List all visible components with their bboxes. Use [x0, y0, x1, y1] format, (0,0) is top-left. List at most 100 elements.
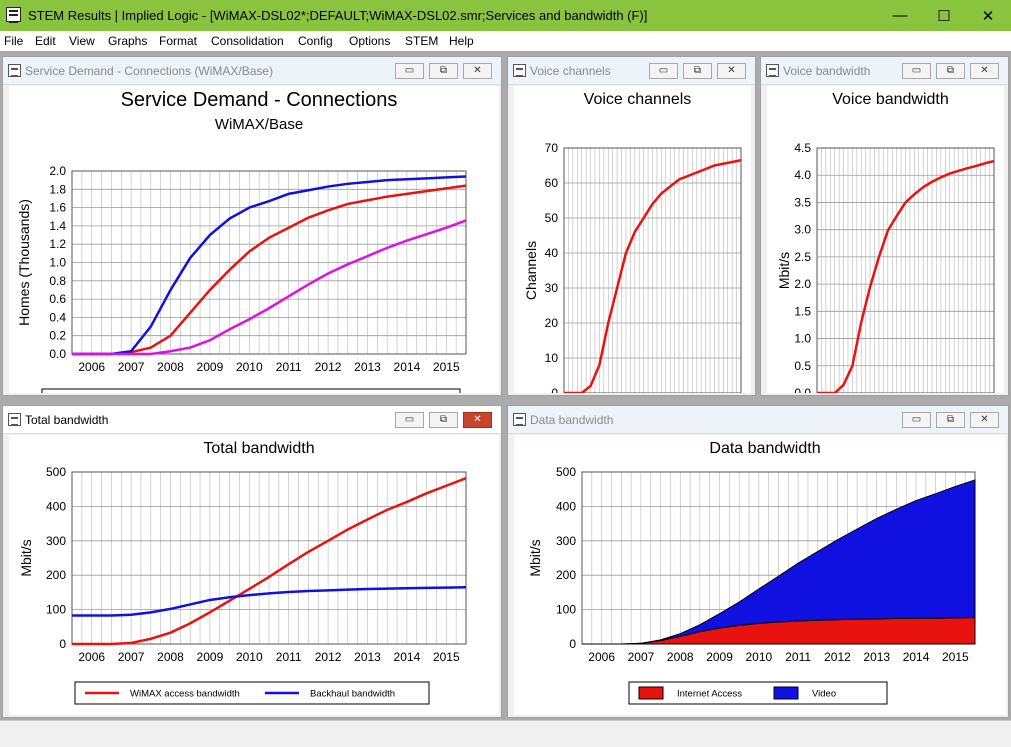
y-tick-label: 1.4	[49, 219, 66, 233]
y-axis-label: Channels	[523, 241, 539, 300]
y-tick-label: 1.6	[49, 201, 66, 215]
child-window-data-bandwidth[interactable]: Data bandwidth ▭ ⧉ ✕ Data bandwidth 0 100 2…	[507, 405, 1009, 718]
data-bandwidth-chart: Data bandwidth 0 100 200 300 400 500 2006 2007 20…	[527, 440, 976, 705]
y-tick-label: 2.0	[49, 164, 66, 178]
y-tick-label: 300	[556, 534, 576, 548]
child-window-service-demand[interactable]: Service Demand - Connections (WiMAX/Base…	[2, 56, 502, 396]
child-close-button[interactable]: ✕	[970, 412, 999, 428]
legend-label: Backhaul bandwidth	[310, 689, 395, 700]
window-title: STEM Results | Implied Logic - [WiMAX-DS…	[28, 8, 648, 23]
graph-icon	[766, 64, 779, 77]
x-tick-label: 2012	[315, 360, 342, 374]
y-tick-label: 200	[46, 568, 66, 582]
child-titlebar[interactable]: Voice channels ▭ ⧉ ✕	[508, 57, 755, 85]
child-close-button[interactable]: ✕	[463, 63, 492, 79]
area-series-video	[582, 479, 976, 645]
child-title: Voice channels	[530, 64, 611, 78]
y-axis-label: Mbit/s	[18, 539, 34, 576]
close-button[interactable]: ✕	[981, 7, 995, 25]
minimize-button[interactable]: —	[892, 7, 908, 24]
x-tick-label: 2008	[157, 650, 184, 664]
line-series-video	[72, 219, 467, 356]
menu-stem[interactable]: STEM	[405, 34, 439, 48]
graph-icon	[513, 64, 526, 77]
x-tick-label: 2014	[903, 650, 930, 664]
x-tick-label: 2006	[588, 650, 615, 664]
chart-title: Service Demand - Connections	[121, 89, 398, 111]
chart-area: Service Demand - Connections WiMAX/Base 0.…	[9, 86, 499, 393]
legend-swatch	[638, 686, 664, 700]
y-tick-label: 0.0	[794, 386, 811, 393]
child-minimize-button[interactable]: ▭	[395, 412, 424, 428]
chart-area: Voice bandwidth 0.0 0.5 1.0 1.5 2.0 2.5 3.0 3.5 4…	[767, 86, 1004, 393]
maximize-button[interactable]: ☐	[937, 7, 951, 25]
child-titlebar[interactable]: Voice bandwidth ▭ ⧉ ✕	[761, 57, 1008, 85]
legend-label: Internet Access	[677, 689, 742, 700]
child-restore-button[interactable]: ⧉	[429, 63, 458, 79]
menu-consolidation[interactable]: Consolidation	[211, 34, 284, 48]
child-window-total-bandwidth[interactable]: Total bandwidth ▭ ⧉ ✕ Total bandwidth 0 10…	[2, 405, 502, 718]
chart-title: Total bandwidth	[203, 440, 314, 457]
y-tick-label: 0.6	[49, 292, 66, 306]
graph-icon	[8, 413, 21, 426]
line-series-wimax-access-bandwidth	[72, 477, 467, 646]
y-tick-label: 1.0	[794, 332, 811, 346]
gridlines	[71, 170, 467, 355]
child-minimize-button[interactable]: ▭	[395, 63, 424, 79]
line-series-voice	[72, 184, 467, 356]
x-tick-label: 2015	[942, 650, 969, 664]
child-close-button[interactable]: ✕	[717, 63, 746, 79]
x-tick-label: 2014	[394, 360, 421, 374]
menu-options[interactable]: Options	[349, 34, 391, 48]
child-restore-button[interactable]: ⧉	[936, 63, 965, 79]
chart-area: Data bandwidth 0 100 200 300 400 500 2006 2007 20…	[514, 435, 1006, 715]
y-tick-label: 400	[46, 499, 66, 513]
menu-view[interactable]: View	[69, 34, 95, 48]
child-titlebar[interactable]: Total bandwidth ▭ ⧉ ✕	[3, 406, 501, 434]
y-tick-label: 1.5	[794, 304, 811, 318]
y-tick-label: 1.2	[49, 237, 66, 251]
child-titlebar[interactable]: Service Demand - Connections (WiMAX/Base…	[3, 57, 501, 85]
chart-title: Voice channels	[584, 91, 692, 108]
child-close-button[interactable]: ✕	[463, 412, 492, 428]
x-tick-label: 2006	[78, 650, 105, 664]
chart-subtitle: WiMAX/Base	[215, 116, 303, 133]
y-tick-label: 3.0	[794, 223, 811, 237]
graph-icon	[513, 413, 526, 426]
x-tick-label: 2007	[628, 650, 655, 664]
y-tick-label: 4.0	[794, 168, 811, 182]
child-restore-button[interactable]: ⧉	[429, 412, 458, 428]
menu-format[interactable]: Format	[159, 34, 198, 48]
menu-bar: File Edit View Graphs Format Consolidati…	[0, 31, 1011, 51]
line-series-backhaul-bandwidth	[72, 585, 467, 617]
child-minimize-button[interactable]: ▭	[902, 63, 931, 79]
menu-file[interactable]: File	[4, 34, 24, 48]
menu-config[interactable]: Config	[298, 34, 333, 48]
child-titlebar[interactable]: Data bandwidth ▭ ⧉ ✕	[508, 406, 1008, 434]
plot-frame	[71, 170, 467, 355]
y-tick-label: 2.0	[794, 277, 811, 291]
child-restore-button[interactable]: ⧉	[683, 63, 712, 79]
y-tick-label: 4.5	[794, 141, 811, 155]
child-window-voice-bandwidth[interactable]: Voice bandwidth ▭ ⧉ ✕ Voice bandwidth 0.0…	[760, 56, 1009, 396]
child-title: Total bandwidth	[25, 413, 109, 427]
menu-edit[interactable]: Edit	[35, 34, 56, 48]
y-tick-label: 2.5	[794, 250, 811, 264]
x-tick-label: 2012	[315, 650, 342, 664]
status-bar	[0, 720, 1011, 747]
menu-help[interactable]: Help	[449, 34, 474, 48]
menu-graphs[interactable]: Graphs	[108, 34, 148, 48]
total-bandwidth-chart: Total bandwidth 0 100 200 300 400 500 2006 2007 2…	[18, 440, 467, 705]
gridlines	[563, 147, 742, 393]
y-tick-label: 0.4	[49, 310, 66, 324]
y-tick-label: 40	[545, 246, 559, 260]
child-minimize-button[interactable]: ▭	[902, 412, 931, 428]
child-restore-button[interactable]: ⧉	[936, 412, 965, 428]
y-tick-label: 70	[545, 141, 559, 155]
child-close-button[interactable]: ✕	[970, 63, 999, 79]
x-tick-label: 2013	[863, 650, 890, 664]
child-minimize-button[interactable]: ▭	[649, 63, 678, 79]
child-window-voice-channels[interactable]: Voice channels ▭ ⧉ ✕ Voice channels 0 10 20…	[507, 56, 756, 396]
chart-title: Data bandwidth	[709, 440, 820, 457]
x-tick-label: 2009	[706, 650, 733, 664]
